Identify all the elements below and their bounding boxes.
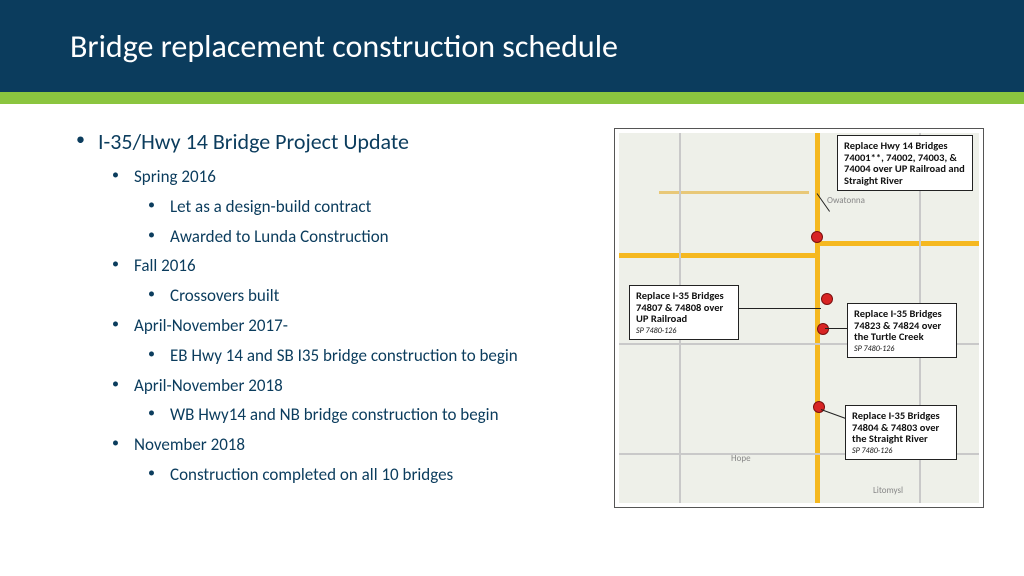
map-canvas: Replace Hwy 14 Bridges 74001**, 74002, 7… (619, 133, 979, 503)
map-callout: Replace Hwy 14 Bridges 74001**, 74002, 7… (837, 135, 973, 191)
slide-title: Bridge replacement construction schedule (70, 27, 618, 66)
phase-sublist: Construction completed on all 10 bridges (170, 463, 584, 487)
map-container: Replace Hwy 14 Bridges 74001**, 74002, 7… (614, 128, 984, 508)
phase-subitem: Awarded to Lunda Construction (170, 225, 584, 249)
map-callout: Replace I-35 Bridges 74804 & 74803 over … (845, 405, 957, 460)
phase-sublist: Crossovers built (170, 284, 584, 308)
leader-line (739, 308, 821, 309)
map-marker (817, 323, 829, 335)
callout-sp: SP 7480-126 (636, 327, 732, 336)
town-label: Hope (731, 453, 751, 464)
phase-item: Fall 2016Crossovers built (134, 254, 584, 308)
leader-line (825, 328, 849, 329)
phase-list: Spring 2016Let as a design-build contrac… (134, 165, 584, 487)
phase-item: Spring 2016Let as a design-build contrac… (134, 165, 584, 248)
town-label: Litomysl (873, 485, 903, 496)
phase-item: April-November 2018WB Hwy14 and NB bridg… (134, 374, 584, 428)
road-i35 (815, 133, 820, 503)
phase-subitem: Construction completed on all 10 bridges (170, 463, 584, 487)
map-callout: Replace I-35 Bridges 74807 & 74808 over … (629, 285, 739, 340)
road-minor-1 (659, 191, 809, 194)
callout-sp: SP 7480-126 (852, 447, 950, 456)
phase-item: November 2018Construction completed on a… (134, 433, 584, 487)
map-marker (821, 293, 833, 305)
bullet-column: I-35/Hwy 14 Bridge Project Update Spring… (70, 128, 584, 508)
project-heading: I-35/Hwy 14 Bridge Project Update (98, 128, 584, 155)
phase-subitem: Let as a design-build contract (170, 195, 584, 219)
accent-bar (0, 92, 1024, 104)
phase-sublist: Let as a design-build contract Awarded to… (170, 195, 584, 249)
callout-sp: SP 7480-126 (854, 345, 950, 354)
road-hwy14-e (819, 241, 979, 246)
road-hwy14-w (619, 253, 815, 258)
phase-sublist: WB Hwy14 and NB bridge construction to b… (170, 403, 584, 427)
content-area: I-35/Hwy 14 Bridge Project Update Spring… (0, 104, 1024, 508)
phase-subitem: Crossovers built (170, 284, 584, 308)
phase-subitem: WB Hwy14 and NB bridge construction to b… (170, 403, 584, 427)
phase-subitem: EB Hwy 14 and SB I35 bridge construction… (170, 344, 584, 368)
leader-line (821, 409, 846, 419)
slide-header: Bridge replacement construction schedule (0, 0, 1024, 92)
map-callout: Replace I-35 Bridges 74823 & 74824 over … (847, 303, 957, 358)
town-label: Owatonna (827, 195, 865, 206)
phase-sublist: EB Hwy 14 and SB I35 bridge construction… (170, 344, 584, 368)
phase-item: April-November 2017-EB Hwy 14 and SB I35… (134, 314, 584, 368)
map-marker (811, 231, 823, 243)
